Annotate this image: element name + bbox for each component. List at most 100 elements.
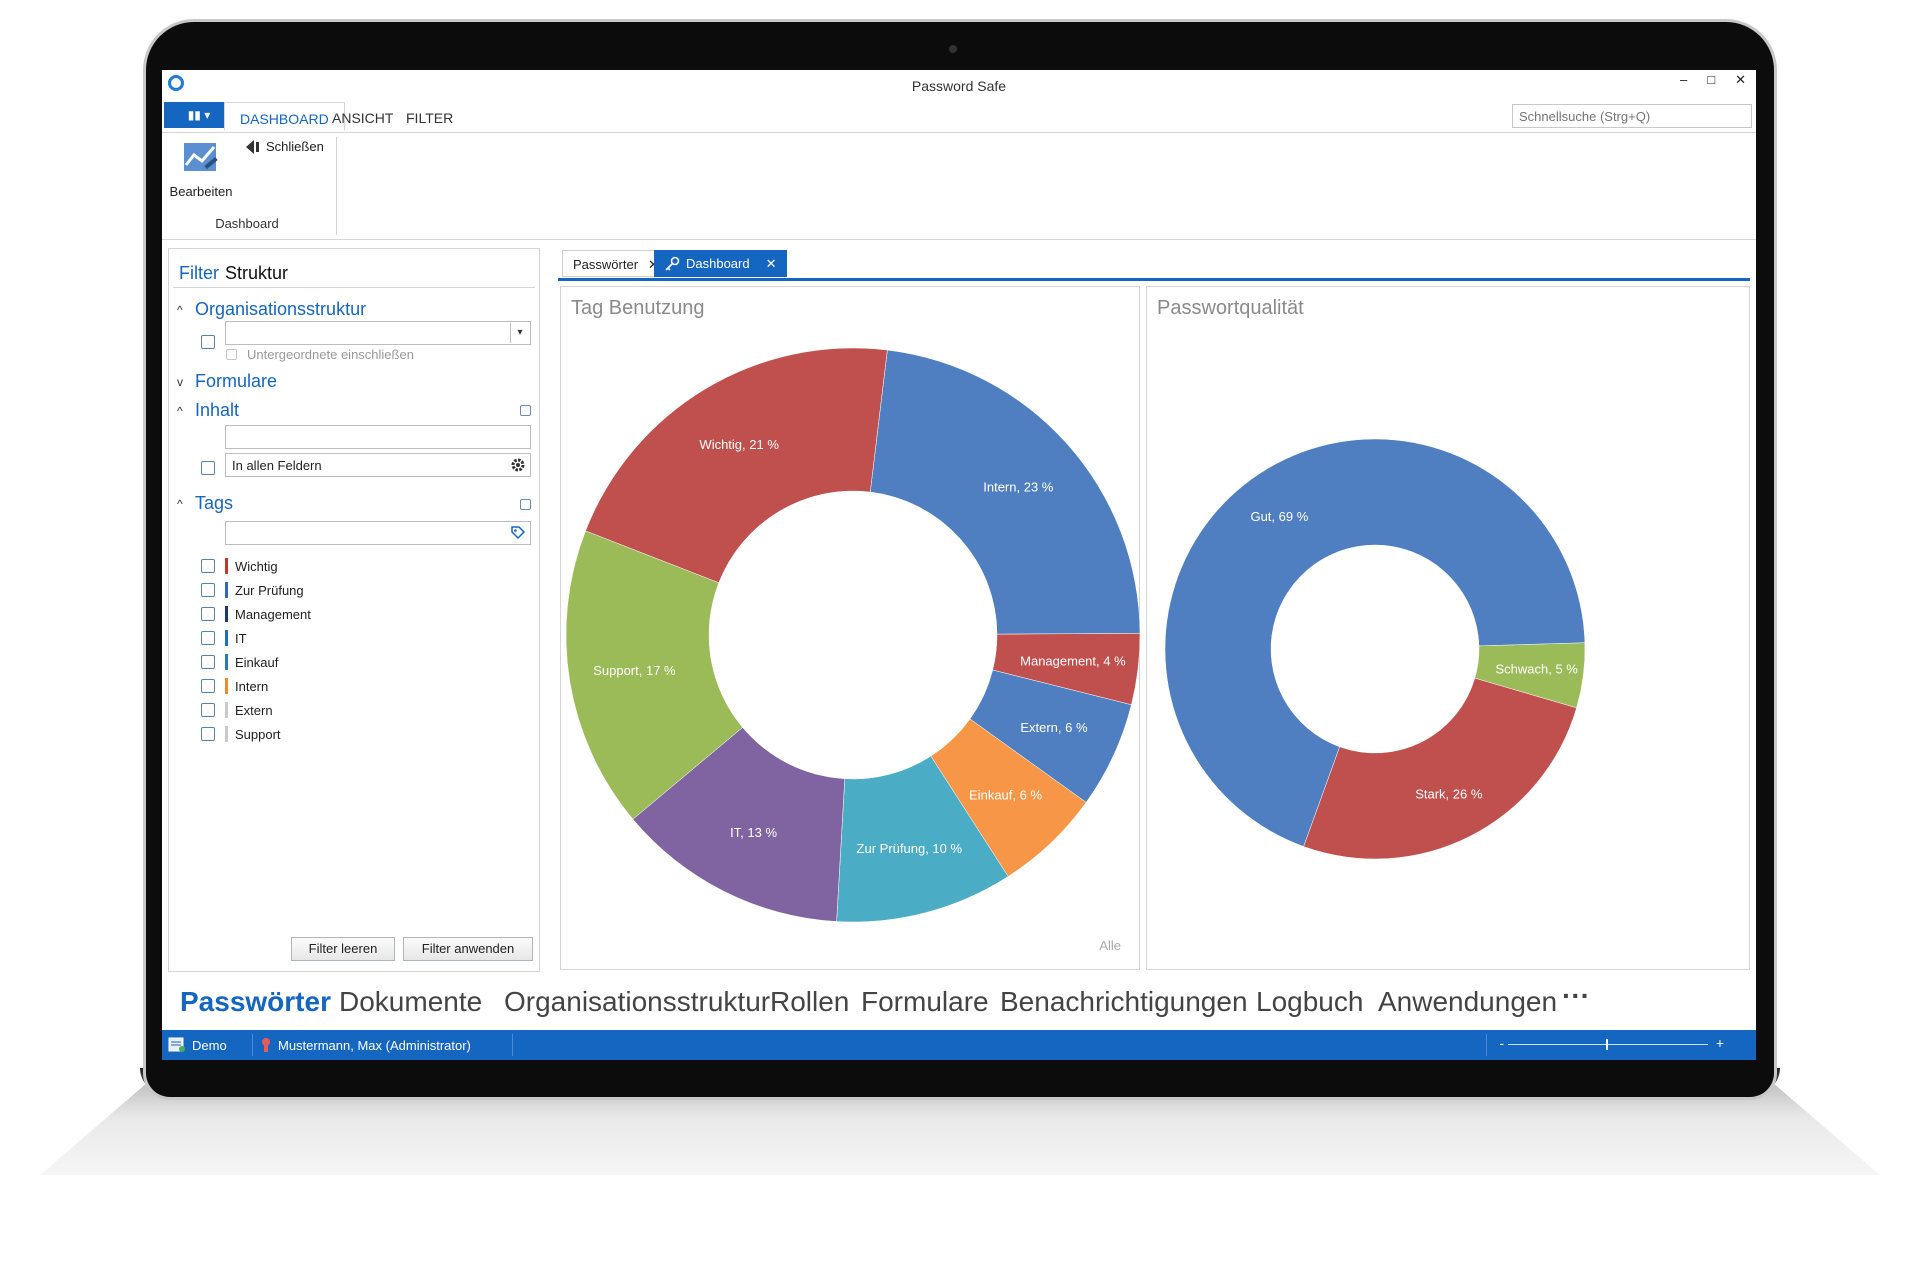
- tag-checkbox[interactable]: [201, 679, 215, 693]
- tag-item-management[interactable]: Management: [201, 605, 311, 623]
- tag-item-einkauf[interactable]: Einkauf: [201, 653, 278, 671]
- nav-rollen[interactable]: Rollen: [770, 986, 850, 1017]
- slice-label: IT, 13 %: [730, 825, 777, 840]
- nav-logbuch[interactable]: Logbuch: [1256, 986, 1364, 1017]
- chart-filter-all[interactable]: Alle: [1099, 938, 1121, 953]
- org-dropdown[interactable]: ▾: [225, 321, 531, 345]
- close-dashboard-button[interactable]: Schließen: [246, 139, 324, 154]
- donut-slice[interactable]: [869, 349, 1141, 635]
- doc-tab-passwords[interactable]: Passwörter ✕: [562, 250, 670, 277]
- org-checkbox[interactable]: [201, 335, 215, 349]
- tag-item-intern[interactable]: Intern: [201, 677, 268, 695]
- include-sub-checkbox[interactable]: [226, 349, 237, 360]
- tag-icon: [511, 526, 526, 540]
- content-checkbox[interactable]: [201, 461, 215, 475]
- section-tags-label: Tags: [195, 493, 234, 513]
- tag-color-bar: [225, 678, 228, 694]
- app-menu-button[interactable]: ▮▮ ▾: [164, 102, 234, 128]
- doc-tab-dashboard[interactable]: Dashboard ✕: [654, 250, 787, 277]
- tags-toggle-checkbox[interactable]: [520, 499, 531, 510]
- tag-checkbox[interactable]: [201, 559, 215, 573]
- filter-tab[interactable]: Filter: [179, 263, 219, 283]
- tag-item-zur-pruefung[interactable]: Zur Prüfung: [201, 581, 304, 599]
- tag-item-support[interactable]: Support: [201, 725, 281, 743]
- include-sub-label: Untergeordnete einschließen: [247, 347, 414, 362]
- arrow-left-icon: [246, 139, 259, 154]
- donut-slice[interactable]: [585, 347, 888, 584]
- tag-item-extern[interactable]: Extern: [201, 701, 273, 719]
- tag-checkbox[interactable]: [201, 607, 215, 621]
- donut-slice[interactable]: [1303, 677, 1577, 860]
- section-forms[interactable]: v Formulare: [177, 371, 277, 392]
- nav-more[interactable]: ···: [1562, 980, 1590, 1011]
- content-scope-field[interactable]: In allen Feldern: [225, 453, 531, 477]
- ribbon-tabs: ▮▮ ▾ DASHBOARD ANSICHT FILTER: [162, 102, 1756, 133]
- module-navigation: Passwörter Dokumente Organisationsstrukt…: [162, 978, 1756, 1028]
- slice-label: Support, 17 %: [593, 663, 676, 678]
- nav-dokumente[interactable]: Dokumente: [339, 986, 483, 1017]
- database-icon: [168, 1037, 185, 1052]
- tag-checkbox[interactable]: [201, 655, 215, 669]
- tag-label: IT: [235, 630, 247, 646]
- zoom-slider[interactable]: [1508, 1039, 1708, 1050]
- filter-panel-header: Filter Struktur: [179, 263, 288, 284]
- tag-color-bar: [225, 606, 228, 622]
- title-bar: Password Safe – □ ✕: [162, 70, 1756, 100]
- tag-color-bar: [225, 654, 228, 670]
- password-quality-panel: Passwortqualität Schwach, 5 % Stark, 26 %…: [1146, 286, 1750, 970]
- tag-checkbox[interactable]: [201, 583, 215, 597]
- clear-filter-button[interactable]: Filter leeren: [291, 937, 395, 961]
- close-icon[interactable]: ✕: [648, 257, 659, 272]
- structure-tab[interactable]: Struktur: [225, 263, 289, 283]
- slice-label: Stark, 26 %: [1415, 786, 1483, 801]
- nav-organisationsstruktur[interactable]: Organisationsstruktur: [504, 986, 771, 1017]
- content-toggle-checkbox[interactable]: [520, 405, 531, 416]
- zoom-out-button[interactable]: -: [1499, 1035, 1504, 1051]
- tag-checkbox[interactable]: [201, 727, 215, 741]
- user-indicator[interactable]: Mustermann, Max (Administrator): [260, 1037, 471, 1053]
- tag-checkbox[interactable]: [201, 703, 215, 717]
- close-icon[interactable]: ✕: [765, 256, 777, 271]
- slice-label: Wichtig, 21 %: [699, 437, 779, 452]
- tag-label: Extern: [235, 702, 273, 718]
- zoom-in-button[interactable]: +: [1715, 1035, 1724, 1051]
- nav-passwoerter[interactable]: Passwörter: [180, 986, 331, 1017]
- section-tags[interactable]: ^ Tags: [177, 493, 233, 514]
- donut-slice[interactable]: [1164, 438, 1586, 847]
- edit-button[interactable]: Bearbeiten: [168, 139, 234, 199]
- nav-anwendungen[interactable]: Anwendungen: [1378, 986, 1558, 1017]
- quick-search-input[interactable]: [1512, 104, 1752, 128]
- nav-formulare[interactable]: Formulare: [861, 986, 989, 1017]
- donut-slice[interactable]: [565, 530, 743, 820]
- apply-filter-button[interactable]: Filter anwenden: [403, 937, 533, 961]
- content-scope-value: In allen Feldern: [232, 458, 322, 473]
- tags-search-field[interactable]: [225, 521, 531, 545]
- header-divider: [173, 287, 535, 288]
- zoom-slider-thumb[interactable]: [1606, 1039, 1608, 1050]
- close-window-button[interactable]: ✕: [1735, 72, 1746, 87]
- status-bar: Demo Mustermann, Max (Administrator) - +: [162, 1030, 1756, 1060]
- app-screen: Password Safe – □ ✕ ▮▮ ▾ DASHBOARD ANSIC…: [162, 70, 1756, 1060]
- minimize-button[interactable]: –: [1680, 72, 1688, 87]
- tab-dashboard[interactable]: DASHBOARD: [224, 102, 345, 131]
- chevron-down-icon[interactable]: ▾: [510, 323, 529, 343]
- tag-item-wichtig[interactable]: Wichtig: [201, 557, 278, 575]
- content-search-input[interactable]: [225, 425, 531, 449]
- ribbon-group-label: Dashboard: [215, 216, 279, 231]
- tab-ansicht[interactable]: ANSICHT: [332, 110, 394, 126]
- filter-panel: Filter Struktur ^ Organisationsstruktur ▾…: [168, 248, 540, 972]
- nav-benachrichtigungen[interactable]: Benachrichtigungen: [1000, 986, 1248, 1017]
- section-org[interactable]: ^ Organisationsstruktur: [177, 299, 366, 320]
- section-content[interactable]: ^ Inhalt: [177, 400, 239, 421]
- tag-item-it[interactable]: IT: [201, 629, 247, 647]
- database-indicator[interactable]: Demo: [168, 1037, 227, 1053]
- app-logo-icon: [168, 75, 184, 91]
- status-separator: [1486, 1034, 1487, 1056]
- slice-label: Extern, 6 %: [1020, 720, 1088, 735]
- maximize-button[interactable]: □: [1707, 72, 1716, 87]
- tag-color-bar: [225, 582, 228, 598]
- donut-slice[interactable]: [632, 727, 846, 922]
- gear-icon[interactable]: [510, 457, 526, 473]
- tag-checkbox[interactable]: [201, 631, 215, 645]
- tab-filter[interactable]: FILTER: [406, 110, 454, 126]
